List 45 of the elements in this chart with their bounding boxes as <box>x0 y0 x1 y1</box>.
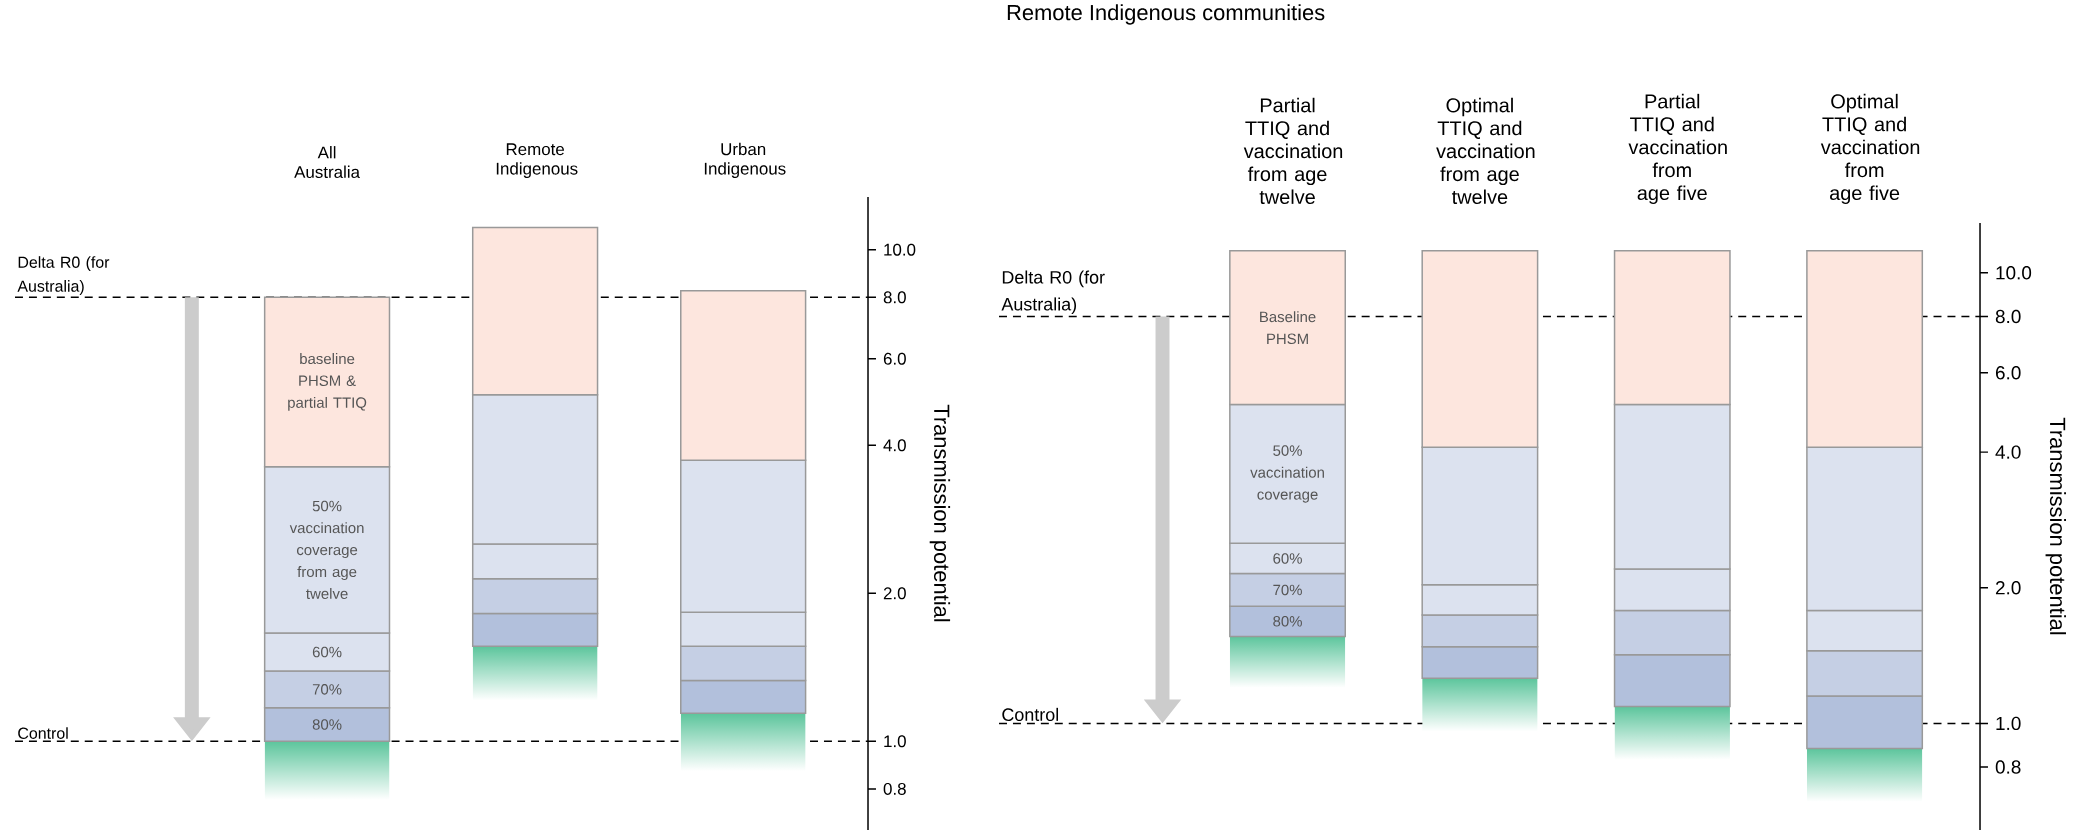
y-tick-label: 10.0 <box>884 243 916 256</box>
bar <box>1229 636 1346 688</box>
chart-title: Remote Indigenous communities <box>1007 4 1325 25</box>
series-label: Baseline PHSM <box>1260 311 1316 345</box>
series-label: 50% vaccination coverage <box>1250 445 1324 503</box>
y-tick-label: 2.0 <box>1995 581 2021 595</box>
bar <box>264 742 390 800</box>
series-label: 60% <box>1273 553 1302 564</box>
ref-line-label: Delta R0 (for Australia) <box>1001 270 1105 315</box>
x-tick-label: Partial TTIQ and vaccination from age five <box>1628 93 1727 205</box>
y-tick-label: 4.0 <box>1995 445 2021 459</box>
y-tick-label: 2.0 <box>883 587 906 600</box>
series-label: 60% <box>312 646 342 658</box>
ref-line-label: Control <box>1002 707 1058 722</box>
y-tick-label: 6.0 <box>1995 366 2021 380</box>
series-label: baseline PHSM & partial TTIQ <box>288 353 367 411</box>
y-tick-label: 1.0 <box>884 735 906 748</box>
bar <box>680 714 806 772</box>
bar <box>472 646 598 700</box>
ref-line-label: Delta R0 (for Australia) <box>17 256 110 295</box>
y-tick-label: 4.0 <box>883 439 906 452</box>
y-tick-label: 6.0 <box>883 352 906 365</box>
y-tick-label: 0.8 <box>883 782 906 795</box>
x-tick-label: Urban Indigenous <box>704 142 786 178</box>
bar <box>1422 678 1538 732</box>
series-label: 70% <box>1273 584 1302 596</box>
ref-line-label: Control <box>18 727 68 739</box>
x-tick-label: All Australia <box>294 146 360 178</box>
bar <box>1806 748 1923 802</box>
x-tick-label: Remote Indigenous <box>496 143 578 178</box>
y-tick-label: 10.0 <box>1996 266 2032 280</box>
x-tick-label: Optimal TTIQ and vaccination from age twelve <box>1436 97 1535 205</box>
y-axis-title: Transmission potential <box>929 404 951 622</box>
series-label: 80% <box>1273 616 1302 627</box>
x-tick-label: Optimal TTIQ and vaccination from age five <box>1820 93 1920 205</box>
bar <box>1614 706 1730 760</box>
y-tick-label: 8.0 <box>883 291 906 304</box>
series-label: 50% vaccination coverage from age twelve <box>289 500 364 599</box>
y-tick-label: 1.0 <box>1996 716 2021 731</box>
y-tick-label: 8.0 <box>1995 309 2021 324</box>
y-axis-title: Transmission potential <box>2045 417 2066 635</box>
series-label: 80% <box>312 719 342 730</box>
x-tick-label: Partial TTIQ and vaccination from age twelve <box>1243 97 1343 205</box>
y-tick-label: 0.8 <box>1995 760 2021 774</box>
series-label: 70% <box>312 684 342 695</box>
